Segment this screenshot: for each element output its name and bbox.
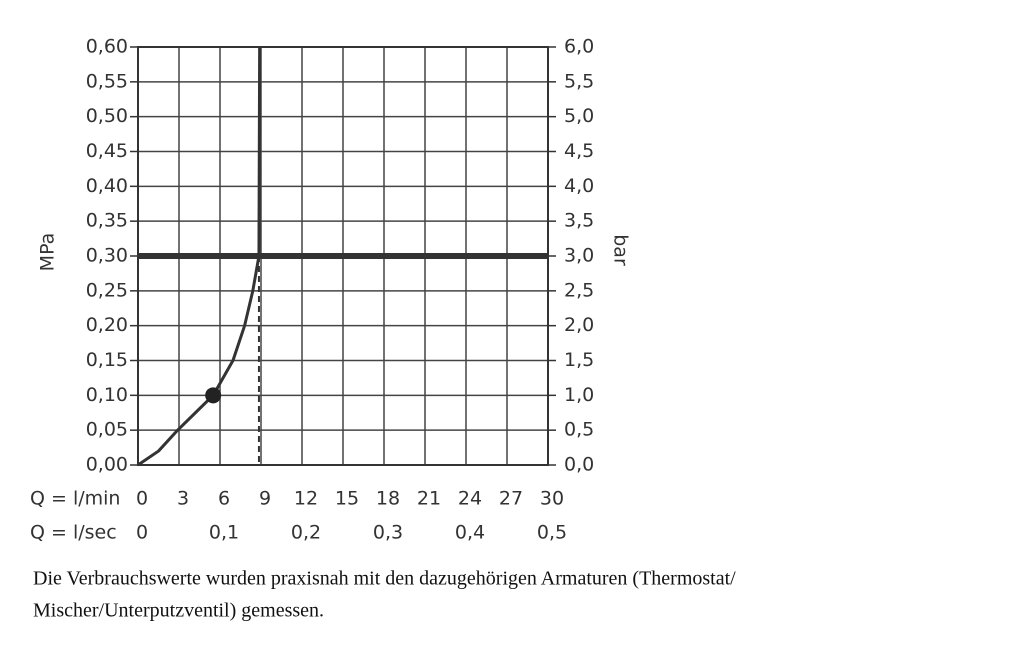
y2-tick-label: 2,5 [564, 279, 594, 301]
x-tick-label: 27 [499, 488, 523, 510]
x-tick-label: 18 [376, 488, 400, 510]
line [137, 46, 262, 467]
x-tick-label: 24 [458, 488, 482, 510]
y2-tick-label: 6,0 [564, 36, 594, 58]
caption: Die Verbrauchswerte wurden praxisnah mit… [33, 568, 736, 590]
x-tick-label: 21 [417, 488, 441, 510]
x2-tick-label: 0,1 [209, 522, 239, 544]
y2-tick-label: 1,5 [564, 349, 594, 371]
x2-tick-label: 0 [136, 522, 148, 544]
y2-tick-label: 4,5 [564, 140, 594, 162]
x-tick-label: 6 [218, 488, 230, 510]
y2-tick-label: 4,0 [564, 175, 594, 197]
y-tick-label: 0,35 [86, 210, 128, 232]
y2-tick-label: 1,0 [564, 384, 594, 406]
y-tick-label: 0,20 [86, 314, 128, 336]
y2-tick-label: 2,0 [564, 314, 594, 336]
y2-tick-label: 0,5 [564, 419, 594, 441]
x-axis-label: Q = l/min [30, 488, 120, 510]
y-tick-label: 0,15 [86, 349, 128, 371]
y-axis-label: MPa [37, 233, 59, 272]
x-tick-label: 3 [177, 488, 189, 510]
x2-axis-label: Q = l/sec [30, 522, 117, 544]
y2-tick-label: 0,0 [564, 454, 594, 476]
x-tick-label: 30 [540, 488, 564, 510]
y-tick-label: 0,10 [86, 384, 128, 406]
x2-tick-label: 0,4 [455, 522, 485, 544]
x-tick-label: 9 [259, 488, 271, 510]
x2-tick-label: 0,3 [373, 522, 403, 544]
y-tick-label: 0,50 [86, 105, 128, 127]
y2-tick-label: 3,0 [564, 245, 594, 267]
y-tick-label: 0,00 [86, 454, 128, 476]
y-tick-label: 0,60 [86, 36, 128, 58]
y-tick-label: 0,30 [86, 245, 128, 267]
y-tick-label: 0,55 [86, 70, 128, 92]
y-tick-label: 0,40 [86, 175, 128, 197]
x-tick-label: 15 [335, 488, 359, 510]
point-marker [205, 387, 222, 404]
x-tick-label: 0 [136, 488, 148, 510]
y-tick-label: 0,45 [86, 140, 128, 162]
y2-tick-label: 3,5 [564, 210, 594, 232]
x2-tick-label: 0,5 [537, 522, 567, 544]
caption: Mischer/Unterputzventil) gemessen. [33, 600, 324, 622]
y2-axis-label: bar [610, 234, 632, 266]
y-tick-label: 0,25 [86, 279, 128, 301]
x-tick-label: 12 [294, 488, 318, 510]
x2-tick-label: 0,2 [291, 522, 321, 544]
y-tick-label: 0,05 [86, 419, 128, 441]
y2-tick-label: 5,0 [564, 105, 594, 127]
y2-tick-label: 5,5 [564, 70, 594, 92]
